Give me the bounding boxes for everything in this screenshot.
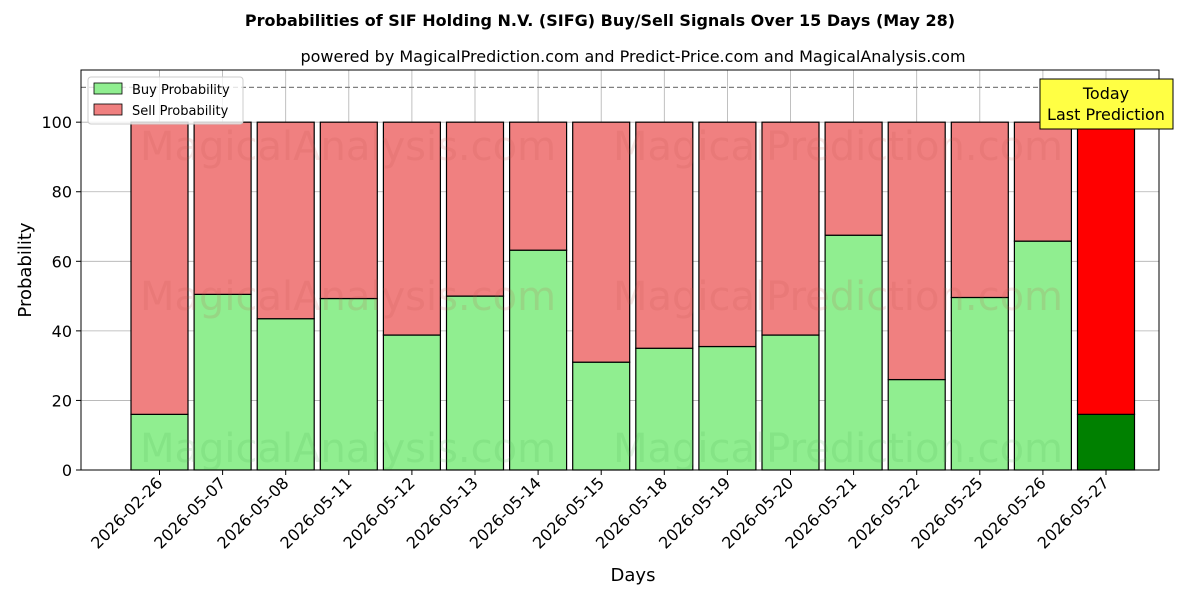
bar-sell — [824, 121, 883, 236]
y-tick-label: 60 — [52, 252, 72, 271]
bar-buy — [824, 234, 883, 471]
watermark-2: MagicalPrediction.com — [613, 124, 1063, 170]
y-axis-ticks: 0 20 40 60 80 100 — [41, 113, 81, 480]
legend-swatch-sell — [93, 103, 123, 116]
legend: Buy Probability Sell Probability — [87, 76, 244, 125]
bar-buy — [761, 334, 820, 471]
bar-buy — [1076, 413, 1136, 471]
bar-sell — [445, 121, 505, 297]
bar-buy — [698, 345, 757, 471]
bar-sell — [382, 121, 441, 336]
watermarks: MagicalAnalysis.com MagicalPrediction.co… — [140, 124, 1063, 472]
bar-buy — [509, 249, 568, 471]
bar-sell — [761, 121, 820, 336]
bar-buy — [256, 318, 315, 471]
bar-buy — [635, 347, 694, 471]
legend-frame — [87, 76, 244, 125]
bar-sell — [130, 121, 189, 415]
bar-buy — [382, 334, 441, 471]
bar-sell — [1013, 121, 1073, 242]
legend-label-sell: Sell Probability — [132, 104, 229, 119]
bar-sell — [698, 121, 757, 348]
bar-buy — [445, 295, 505, 471]
watermark-5: MagicalAnalysis.com — [140, 426, 556, 472]
watermark-3: MagicalAnalysis.com — [140, 274, 556, 320]
bar-sell — [1076, 121, 1136, 415]
bar-sell — [635, 121, 694, 349]
bar-sell — [572, 121, 631, 363]
chart-subtitle: powered by MagicalPrediction.com and Pre… — [300, 47, 965, 66]
y-tick-label: 40 — [52, 322, 72, 341]
watermark-6: MagicalPrediction.com — [613, 426, 1063, 472]
bar-buy — [887, 378, 946, 471]
watermark-4: MagicalPrediction.com — [613, 274, 1063, 320]
y-tick-label: 20 — [52, 391, 72, 410]
x-axis-label: Days — [611, 565, 656, 586]
bar-buy — [319, 297, 378, 471]
bar-buy — [193, 293, 252, 471]
bar-sell — [319, 121, 378, 300]
y-axis-label: Probability — [15, 222, 36, 317]
today-annotation: Today Last Prediction — [1039, 78, 1174, 130]
last-prediction-label: Last Prediction — [1047, 105, 1165, 124]
y-tick-label: 0 — [62, 461, 72, 480]
y-tick-label: 80 — [52, 183, 72, 202]
bar-buy — [572, 361, 631, 471]
bar-sell — [950, 121, 1009, 299]
bar-sell — [256, 121, 315, 320]
chart-title: Probabilities of SIF Holding N.V. (SIFG)… — [245, 11, 955, 30]
legend-swatch-buy — [93, 82, 123, 95]
bar-sell — [509, 121, 568, 251]
y-tick-label: 100 — [41, 113, 72, 132]
x-axis-ticks: 2026-02-262026-05-072026-05-082026-05-11… — [87, 470, 1113, 553]
bar-sell — [887, 121, 946, 381]
today-label: Today — [1082, 84, 1129, 103]
legend-label-buy: Buy Probability — [132, 83, 230, 98]
watermark-1: MagicalAnalysis.com — [140, 124, 556, 170]
bars — [130, 121, 1136, 471]
today-box — [1039, 78, 1174, 130]
plot-frame — [80, 69, 1160, 471]
